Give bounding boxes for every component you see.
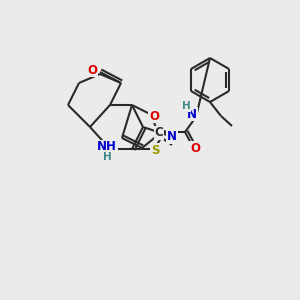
Text: H: H [103, 152, 111, 162]
Text: O: O [190, 142, 200, 154]
Text: N: N [187, 107, 197, 121]
Text: S: S [151, 143, 159, 157]
Text: N: N [167, 130, 177, 143]
Text: C: C [154, 127, 164, 140]
Text: H: H [182, 101, 190, 111]
Text: NH: NH [97, 140, 117, 154]
Text: O: O [87, 64, 97, 76]
Text: O: O [149, 110, 159, 122]
